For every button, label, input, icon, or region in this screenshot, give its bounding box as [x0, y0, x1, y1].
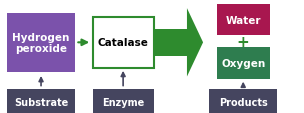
FancyBboxPatch shape — [154, 29, 187, 56]
Text: Oxygen: Oxygen — [221, 58, 265, 68]
FancyBboxPatch shape — [93, 18, 154, 68]
Text: Catalase: Catalase — [98, 38, 149, 48]
Text: Water: Water — [226, 15, 261, 25]
Text: Hydrogen
peroxide: Hydrogen peroxide — [12, 32, 70, 54]
FancyBboxPatch shape — [216, 47, 270, 79]
FancyBboxPatch shape — [216, 5, 270, 36]
FancyBboxPatch shape — [7, 14, 75, 72]
FancyBboxPatch shape — [93, 89, 154, 113]
Text: Substrate: Substrate — [14, 97, 68, 107]
Text: +: + — [237, 35, 250, 50]
FancyBboxPatch shape — [209, 89, 277, 113]
FancyBboxPatch shape — [7, 89, 75, 113]
Text: Products: Products — [219, 97, 268, 107]
Text: Enzyme: Enzyme — [102, 97, 144, 107]
Polygon shape — [187, 9, 203, 77]
